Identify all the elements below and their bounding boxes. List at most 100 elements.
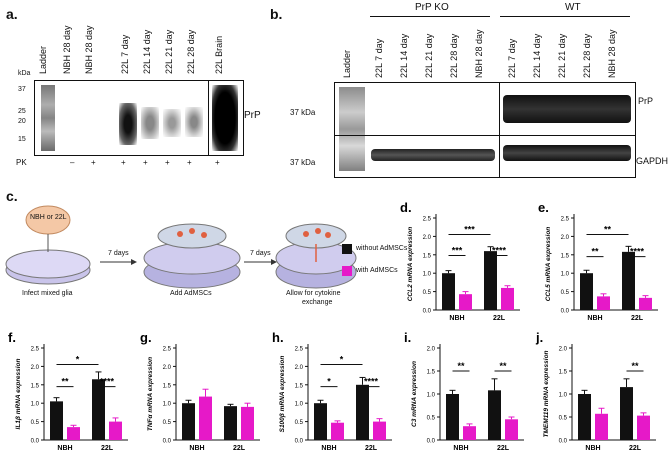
y-tick-label: 2.5 <box>561 217 570 223</box>
y-axis-label: C3 mRNA expression <box>411 361 418 427</box>
sig-label: ** <box>604 225 612 235</box>
wt-prp-bands <box>503 95 631 123</box>
step1-label: Infect mixed glia <box>22 290 73 297</box>
panel-c-schematic <box>5 205 357 289</box>
panel-a-blot <box>34 80 244 156</box>
y-tick-label: 0.5 <box>561 290 570 296</box>
bar <box>50 401 63 440</box>
chart-letter: g. <box>140 330 152 345</box>
chart-g: g. 0.0 0.5 1.0 1.5 2.0 2.5 TNFα mRNA expression… <box>140 330 260 452</box>
chart-i: i. 0.0 0.5 1.0 1.5 2.0 C3 mRNA expression NBH 22… <box>404 330 524 452</box>
chart-letter: j. <box>535 330 543 345</box>
bar <box>356 384 369 440</box>
well-2 <box>143 223 241 289</box>
y-tick-label: 1.0 <box>427 393 436 399</box>
y-tick-label: 2.5 <box>163 347 172 353</box>
pk-mark: + <box>165 158 170 167</box>
pk-mark: + <box>187 158 192 167</box>
kda-unit: kDa <box>18 70 31 77</box>
chart-letter: d. <box>400 200 412 215</box>
bar <box>67 427 80 440</box>
chart-f: f. 0.0 0.5 1.0 1.5 2.0 2.5 IL1β mRNA expression… <box>8 330 128 452</box>
bar <box>637 415 650 440</box>
bar <box>224 406 237 440</box>
bar <box>501 287 514 310</box>
y-tick-label: 0.5 <box>559 416 568 422</box>
y-tick-label: 0.0 <box>163 439 172 445</box>
bar <box>463 426 476 440</box>
y-axis-label: CCL5 mRNA expression <box>545 227 552 302</box>
bar <box>241 406 254 440</box>
chart-d: d. 0.0 0.5 1.0 1.5 2.0 2.5 CCL2 mRNA expression… <box>400 200 520 322</box>
prp-label: PrP <box>244 110 261 121</box>
lane-label-b: 22L 21 day <box>424 33 434 78</box>
bar <box>446 394 459 440</box>
bar <box>505 419 518 440</box>
x-tick-label: 22L <box>631 315 644 322</box>
x-tick-label: 22L <box>629 445 642 452</box>
y-tick-label: 2.0 <box>423 235 432 241</box>
y-tick-label: 1.5 <box>423 253 432 259</box>
lane-label-b: 22L 14 day <box>532 33 542 78</box>
pk-mark: + <box>215 158 220 167</box>
panel-c-label: c. <box>6 188 18 204</box>
pk-mark: + <box>143 158 148 167</box>
prp-band-brain <box>212 85 238 151</box>
x-tick-label: NBH <box>321 445 336 452</box>
legend-without-swatch <box>342 244 352 254</box>
chart-e: e. 0.0 0.5 1.0 1.5 2.0 2.5 CCL5 mRNA expression… <box>538 200 658 322</box>
wt-gapdh-bands <box>503 145 631 161</box>
y-tick-label: 1.0 <box>31 402 40 408</box>
y-tick-label: 1.5 <box>427 370 436 376</box>
kda-tick: 20 <box>18 118 26 125</box>
lane-label-b: NBH 28 day <box>607 29 617 78</box>
y-tick-label: 0.5 <box>163 420 172 426</box>
y-tick-label: 1.5 <box>163 383 172 389</box>
y-tick-label: 0.0 <box>31 439 40 445</box>
bar <box>595 413 608 440</box>
group-ko-line <box>370 16 490 17</box>
bar <box>488 390 501 440</box>
sig-label: * <box>340 355 344 365</box>
lane-label-a: 22L 14 day <box>142 29 152 74</box>
bar <box>373 421 386 440</box>
chart-letter: e. <box>538 200 549 215</box>
bar <box>92 379 105 440</box>
step2-label: Add AdMSCs <box>170 290 212 297</box>
sig-label: ** <box>499 361 507 371</box>
kda-tick: 15 <box>18 136 26 143</box>
bar <box>182 403 195 440</box>
x-tick-label: NBH <box>587 315 602 322</box>
pk-mark: + <box>91 158 96 167</box>
bar <box>622 251 635 310</box>
y-tick-label: 2.5 <box>31 347 40 353</box>
lane-label-b-ladder: Ladder <box>342 49 352 78</box>
chart-j: j. 0.0 0.5 1.0 1.5 2.0 TMEM119 mRNA expression… <box>535 330 656 452</box>
y-tick-label: 0.0 <box>427 439 436 445</box>
sig-label: ** <box>631 361 639 371</box>
sig-label: ** <box>61 377 69 387</box>
lane-label-a: 22L Brain <box>214 35 224 74</box>
lane-label-b: 22L 7 day <box>507 38 517 78</box>
y-tick-label: 0.0 <box>559 439 568 445</box>
lane-label-b: 22L 7 day <box>374 38 384 78</box>
y-tick-label: 1.5 <box>295 383 304 389</box>
bar <box>620 387 633 440</box>
bar <box>459 294 472 310</box>
lane-label-b: NBH 28 day <box>474 29 484 78</box>
prp-band-14d <box>141 107 159 139</box>
legend-without-label: without AdMSCs <box>356 245 408 252</box>
size-bottom: 37 kDa <box>290 158 316 167</box>
y-tick-label: 0.5 <box>295 420 304 426</box>
step3b-label: exchange <box>302 299 333 306</box>
y-tick-label: 0.5 <box>31 420 40 426</box>
bar <box>199 396 212 440</box>
x-tick-label: 22L <box>493 315 506 322</box>
y-tick-label: 0.5 <box>423 290 432 296</box>
kda-tick: 37 <box>18 86 26 93</box>
lane-label-a: 22L 28 day <box>186 29 196 74</box>
sig-label: *** <box>452 246 463 256</box>
lane-label-b: 22L 28 day <box>582 33 592 78</box>
y-tick-label: 0.0 <box>295 439 304 445</box>
sig-label: **** <box>630 247 645 257</box>
